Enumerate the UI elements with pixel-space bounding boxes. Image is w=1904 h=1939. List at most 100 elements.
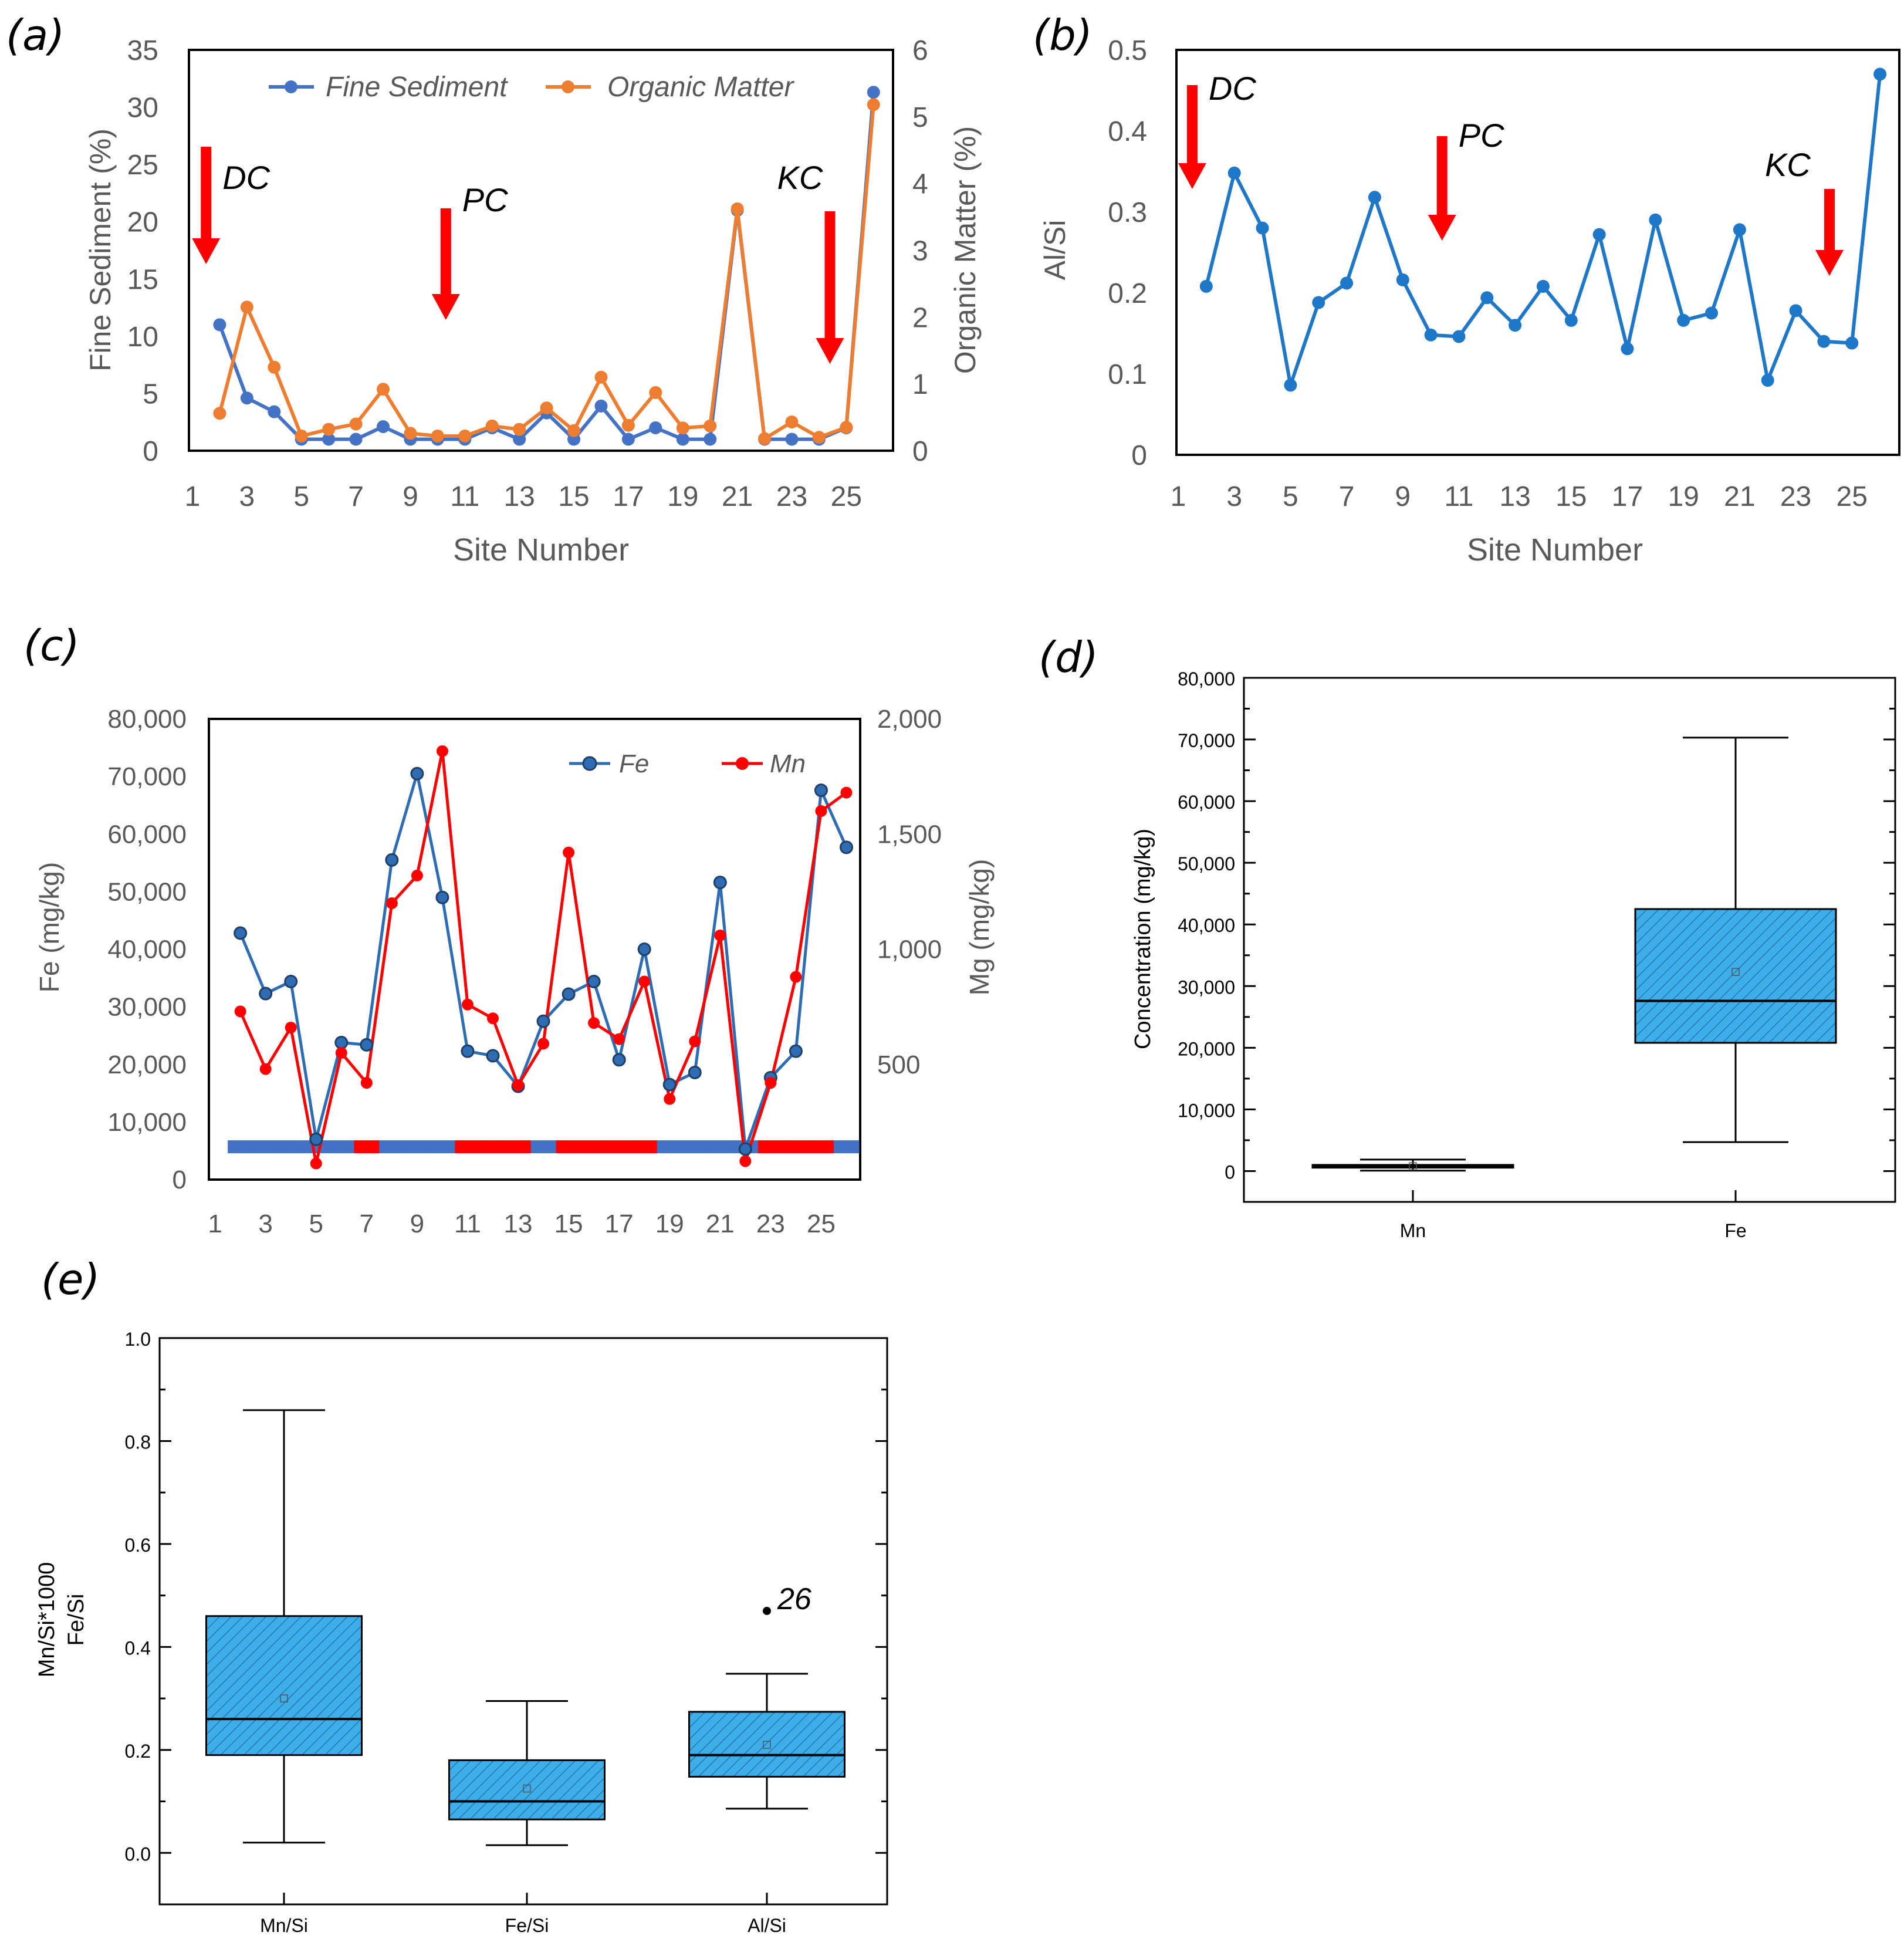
y-tick-label-a: 10 (127, 322, 158, 353)
category-bar-segment (253, 1140, 279, 1154)
y2-tick-label-a: 4 (912, 169, 928, 200)
x-tick-label-a: 19 (667, 481, 698, 512)
point-fine-sediment (268, 405, 281, 418)
category-bar-segment (404, 1140, 430, 1154)
point-fe (587, 974, 601, 988)
category-bar-segment (530, 1140, 557, 1154)
series-line-al-si (1204, 74, 1882, 387)
x-tick-label-c: 3 (258, 1210, 272, 1238)
y-tick-label: 70,000 (1178, 730, 1235, 751)
point-fe (738, 1142, 752, 1156)
point-fe (435, 890, 449, 904)
x-tick-label-c: 15 (554, 1210, 583, 1238)
y-tick-label: 60,000 (1178, 792, 1235, 813)
point-organic-matter (649, 386, 662, 399)
legend-marker-organic-matter (562, 80, 574, 93)
x-tick-label: Fe (1724, 1220, 1746, 1241)
y2-tick-label-a: 3 (912, 236, 928, 267)
point-mn (638, 975, 651, 988)
y-tick-label: 0 (1225, 1161, 1235, 1183)
point-organic-matter (594, 370, 608, 384)
point-fe (536, 1014, 550, 1028)
point-fine-sediment (867, 86, 880, 99)
category-bar-segment (682, 1140, 708, 1154)
point-mn (436, 745, 448, 757)
arrow-b-dc-shaft (1186, 85, 1198, 165)
panel-label-a: (a) (6, 11, 65, 60)
x-tick-label-b: 23 (1780, 481, 1811, 512)
point-mn (385, 897, 398, 909)
category-bar-segment (303, 1140, 329, 1154)
x-tick-label-c: 1 (208, 1210, 222, 1238)
point-organic-matter (240, 300, 253, 314)
point-al-si (1424, 328, 1438, 342)
plot-frame-d (1243, 677, 1896, 1203)
y2-tick-label-a: 1 (912, 369, 928, 400)
x-tick-label-b: 5 (1283, 481, 1298, 512)
series-line-mn (239, 751, 847, 1164)
point-organic-matter (812, 431, 826, 444)
box-al-si-mean (763, 1741, 771, 1749)
point-mn (840, 786, 853, 799)
x-tick-label-b: 21 (1724, 481, 1755, 512)
y-axis-title-c: Fe (mg/kg) (34, 862, 65, 992)
point-fine-sediment (704, 433, 717, 446)
arrow-b-dc-head (1178, 163, 1206, 189)
x-tick-label-c: 7 (360, 1210, 374, 1238)
point-organic-matter (268, 360, 281, 374)
x-axis-title-b: Site Number (1467, 532, 1643, 567)
y-tick-label-c: 10,000 (107, 1108, 187, 1137)
annotation-kc: KC (777, 159, 823, 196)
point-organic-matter (322, 423, 336, 436)
box-fe-si-mean (523, 1784, 531, 1793)
point-fe (637, 943, 651, 956)
y-tick-label-a: 15 (127, 264, 158, 295)
y-tick-label: 50,000 (1178, 853, 1235, 874)
arrow-dc-shaft (201, 147, 212, 241)
point-al-si (1677, 313, 1690, 327)
y2-tick-label-c: 2,000 (877, 705, 942, 734)
x-tick-label-c: 5 (309, 1210, 323, 1238)
y-tick-labels-b: 0 0.1 0.2 0.3 0.4 0.5 (1108, 35, 1147, 471)
legend-label-fine-sediment: Fine Sediment (326, 72, 508, 103)
point-mn (285, 1021, 297, 1033)
point-fine-sediment (377, 420, 390, 434)
category-bar-c (228, 1140, 860, 1154)
point-fine-sediment (649, 421, 662, 434)
category-bar-segment (808, 1140, 834, 1154)
point-fe (360, 1038, 374, 1052)
point-al-si (1789, 304, 1802, 317)
y2-tick-label-a: 6 (912, 35, 928, 66)
y2-axis-title-a: Organic Matter (%) (949, 126, 982, 374)
y-tick-label-a: 25 (127, 150, 158, 181)
annotation-pc: PC (462, 181, 508, 218)
point-organic-matter (621, 418, 635, 432)
y-axis-title-a: Fine Sediment (%) (84, 129, 117, 371)
point-organic-matter (349, 417, 363, 431)
point-al-si (1452, 330, 1466, 343)
y-tick-label: 0.8 (125, 1431, 151, 1452)
point-fine-sediment (621, 433, 635, 446)
category-bar-segment (505, 1140, 532, 1154)
point-organic-matter (513, 423, 526, 436)
x-tick-label-c: 25 (807, 1210, 836, 1238)
y-tick-label-c: 60,000 (107, 820, 187, 849)
y2-tick-label-a: 5 (912, 102, 928, 133)
arrow-b-kc-shaft (1824, 189, 1835, 252)
point-al-si (1199, 279, 1213, 293)
panel-e-ratio-boxplot: (e) 0.0 0.2 0.4 0.6 0.8 1.0 26 Mn/Si Fe/Si Al/S… (35, 1255, 888, 1936)
y-tick-label-b: 0.3 (1108, 197, 1147, 228)
point-al-si (1564, 313, 1578, 327)
point-fine-sediment (785, 433, 799, 446)
point-fine-sediment (213, 318, 226, 332)
plot-frame-a (188, 49, 894, 452)
point-al-si (1621, 342, 1634, 356)
point-organic-matter (485, 419, 499, 433)
point-fe (612, 1053, 626, 1067)
point-fine-sediment (676, 433, 689, 446)
x-tick-label: Mn/Si (260, 1915, 308, 1936)
y-tick-label: 0.0 (125, 1843, 151, 1864)
boxes-d (1311, 737, 1837, 1172)
point-organic-matter (213, 407, 226, 420)
point-organic-matter (840, 421, 853, 434)
